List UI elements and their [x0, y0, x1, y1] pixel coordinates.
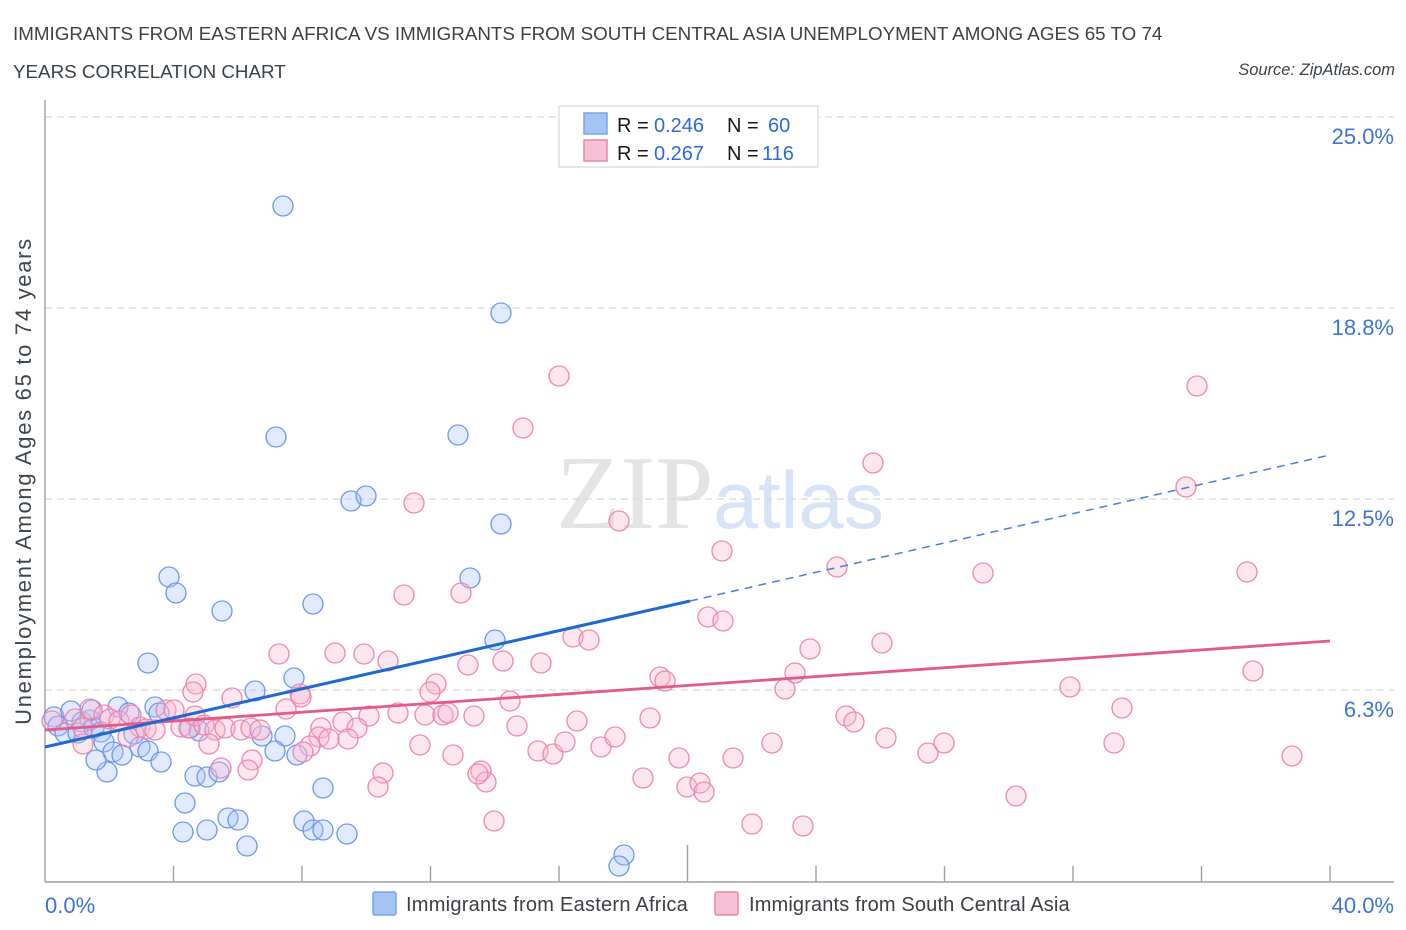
- svg-text:12.5%: 12.5%: [1332, 506, 1394, 531]
- svg-text:18.8%: 18.8%: [1332, 315, 1394, 340]
- svg-text:ZIP: ZIP: [556, 434, 714, 551]
- svg-text:IMMIGRANTS FROM EASTERN AFRICA: IMMIGRANTS FROM EASTERN AFRICA VS IMMIGR…: [13, 23, 1162, 44]
- svg-text:25.0%: 25.0%: [1332, 124, 1394, 149]
- svg-text:Source: ZipAtlas.com: Source: ZipAtlas.com: [1238, 61, 1395, 79]
- svg-text:YEARS CORRELATION CHART: YEARS CORRELATION CHART: [13, 61, 286, 82]
- svg-text:atlas: atlas: [713, 456, 884, 546]
- svg-text:Unemployment Among Ages 65 to: Unemployment Among Ages 65 to 74 years: [11, 237, 36, 725]
- svg-text:Immigrants from South Central: Immigrants from South Central Asia: [749, 894, 1071, 916]
- svg-text:6.3%: 6.3%: [1344, 697, 1394, 722]
- svg-text:0.0%: 0.0%: [45, 893, 95, 918]
- svg-text:40.0%: 40.0%: [1332, 893, 1394, 918]
- svg-text:Immigrants from Eastern Africa: Immigrants from Eastern Africa: [406, 894, 689, 916]
